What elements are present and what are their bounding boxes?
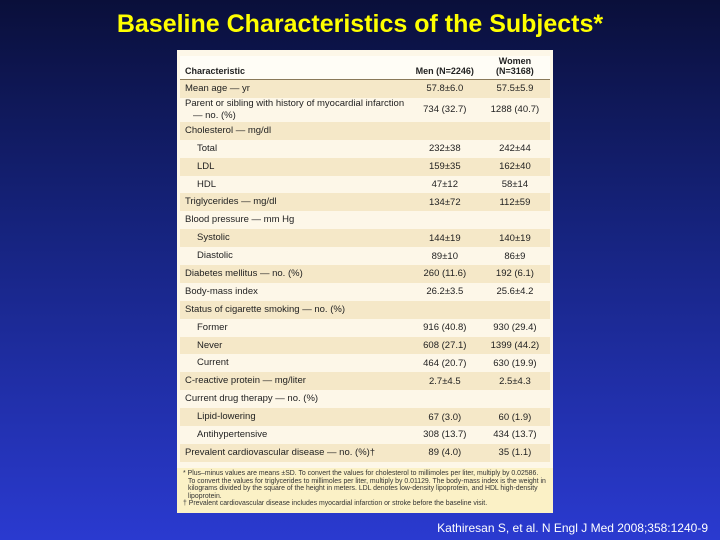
cell: 2.5±4.3 [479, 372, 550, 391]
row-label: Parent or sibling with history of myocar… [185, 97, 405, 121]
table-body: Mean age — yr 57.8±6.0 57.5±5.9 Parent or s… [180, 79, 550, 462]
row-label: Diabetes mellitus — no. (%) [180, 265, 410, 283]
cell: 630 (19.9) [493, 357, 537, 369]
row-label: Diastolic [197, 250, 233, 262]
cell: 162±40 [479, 157, 550, 176]
table-row: Mean age — yr 57.8±6.0 57.5±5.9 [180, 79, 550, 98]
cell: 2.7±4.5 [409, 372, 480, 391]
table-row: Lipid-lowering 67 (3.0) 60 (1.9) [180, 408, 550, 427]
row-label: Former [197, 321, 228, 333]
table-row: Current 464 (20.7) 630 (19.9) [180, 354, 550, 372]
cell: 134±72 [409, 193, 480, 212]
cell: 434 (13.7) [493, 429, 537, 441]
row-label: Current [197, 357, 229, 369]
table-row: Cholesterol — mg/dl [180, 121, 550, 140]
table-row: Body-mass index 26.2±3.5 25.6±4.2 [180, 283, 550, 301]
cell: 260 (11.6) [409, 265, 480, 283]
table-row: Diabetes mellitus — no. (%) 260 (11.6) 192… [180, 265, 550, 283]
row-label: Blood pressure — mm Hg [185, 214, 295, 226]
cell: 89 (4.0) [409, 443, 480, 462]
row-label: Lipid-lowering [180, 408, 410, 427]
cell: 47±12 [431, 179, 458, 190]
row-label: Never [180, 336, 410, 355]
row-label: Mean age — yr [180, 79, 410, 98]
table-row: Parent or sibling with history of myocar… [180, 98, 550, 122]
table-row: Blood pressure — mm Hg [180, 211, 550, 229]
cell: 58±14 [501, 179, 529, 190]
cell [410, 390, 480, 408]
row-label: Body-mass index [185, 285, 258, 297]
cell [480, 211, 550, 229]
cell: 1399 (44.2) [479, 336, 550, 355]
cell [480, 390, 550, 408]
cell: 734 (32.7) [423, 104, 467, 116]
column-header: Men (N=2246) [409, 56, 480, 80]
cell: 916 (40.8) [423, 322, 467, 334]
footnote: * Plus–minus values are means ±SD. To co… [183, 470, 546, 500]
row-label: Triglycerides — mg/dl [180, 193, 410, 212]
table-row: Status of cigarette smoking — no. (%) [180, 300, 550, 319]
cell: 35 (1.1) [479, 443, 550, 462]
cell: 57.8±6.0 [409, 79, 480, 98]
column-header: Women (N=3168) [479, 56, 550, 80]
row-label: Current drug therapy — no. (%) [185, 393, 319, 405]
cell [479, 300, 550, 319]
table-row: Never 608 (27.1) 1399 (44.2) [180, 336, 550, 355]
cell: 608 (27.1) [409, 336, 480, 355]
row-label: Prevalent cardiovascular disease — no. (… [180, 443, 410, 462]
cell: 192 (6.1) [479, 265, 550, 283]
row-label: Antihypertensive [197, 428, 268, 440]
table-row: Total 232±38 242±44 [180, 140, 550, 158]
slide-title: Baseline Characteristics of the Subjects… [116, 10, 604, 38]
table-row: Current drug therapy — no. (%) [180, 390, 550, 408]
cell: 144±19 [409, 229, 480, 248]
cell: 242±44 [499, 143, 531, 155]
cell: 140±19 [479, 229, 550, 248]
cell [479, 121, 550, 140]
cell: 308 (13.7) [423, 429, 467, 441]
row-label: Total [197, 142, 218, 154]
row-label: Status of cigarette smoking — no. (%) [180, 300, 410, 319]
cell: 86±9 [504, 250, 526, 262]
cell: 930 (29.4) [493, 322, 537, 334]
cell: 159±35 [409, 157, 480, 176]
table: Characteristic Men (N=2246) Women (N=3168)… [180, 56, 550, 462]
cell: 232±38 [428, 143, 461, 155]
cell: 25.6±4.2 [496, 286, 534, 298]
cell: 89±10 [431, 250, 458, 262]
table-row: Former 916 (40.8) 930 (29.4) [180, 319, 550, 337]
row-label: Cholesterol — mg/dl [180, 121, 410, 140]
row-label: C-reactive protein — mg/liter [180, 372, 410, 391]
cell [409, 121, 480, 140]
row-label: Systolic [180, 229, 410, 248]
table-row: Systolic 144±19 140±19 [180, 229, 550, 248]
table-head: Characteristic Men (N=2246) Women (N=3168) [180, 56, 550, 80]
citation: Kathiresan S, et al. N Engl J Med 2008;3… [437, 521, 708, 535]
footnote: † Prevalent cardiovascular disease inclu… [183, 500, 488, 508]
cell: 60 (1.9) [479, 408, 550, 427]
row-label: HDL [197, 178, 217, 190]
table-row: Prevalent cardiovascular disease — no. (… [180, 443, 550, 462]
cell [409, 300, 480, 319]
footnotes: * Plus–minus values are means ±SD. To co… [177, 468, 553, 513]
cell: 112±59 [479, 193, 550, 212]
cell: 67 (3.0) [409, 408, 480, 427]
cell: 464 (20.7) [423, 357, 467, 369]
cell: 1288 (40.7) [490, 104, 540, 116]
table-row: Triglycerides — mg/dl 134±72 112±59 [180, 193, 550, 212]
table-row: LDL 159±35 162±40 [180, 157, 550, 176]
cell: 26.2±3.5 [426, 286, 464, 298]
table-row: Diastolic 89±10 86±9 [180, 247, 550, 265]
table-row: HDL 47±12 58±14 [180, 176, 550, 194]
cell: 57.5±5.9 [479, 79, 550, 98]
column-header: Characteristic [180, 56, 410, 80]
header-row: Characteristic Men (N=2246) Women (N=3168) [180, 56, 550, 80]
table-row: Antihypertensive 308 (13.7) 434 (13.7) [180, 426, 550, 444]
table-row: C-reactive protein — mg/liter 2.7±4.5 2.5±… [180, 372, 550, 391]
row-label: LDL [180, 157, 410, 176]
table-panel: Characteristic Men (N=2246) Women (N=3168)… [177, 50, 553, 513]
cell [410, 211, 480, 229]
